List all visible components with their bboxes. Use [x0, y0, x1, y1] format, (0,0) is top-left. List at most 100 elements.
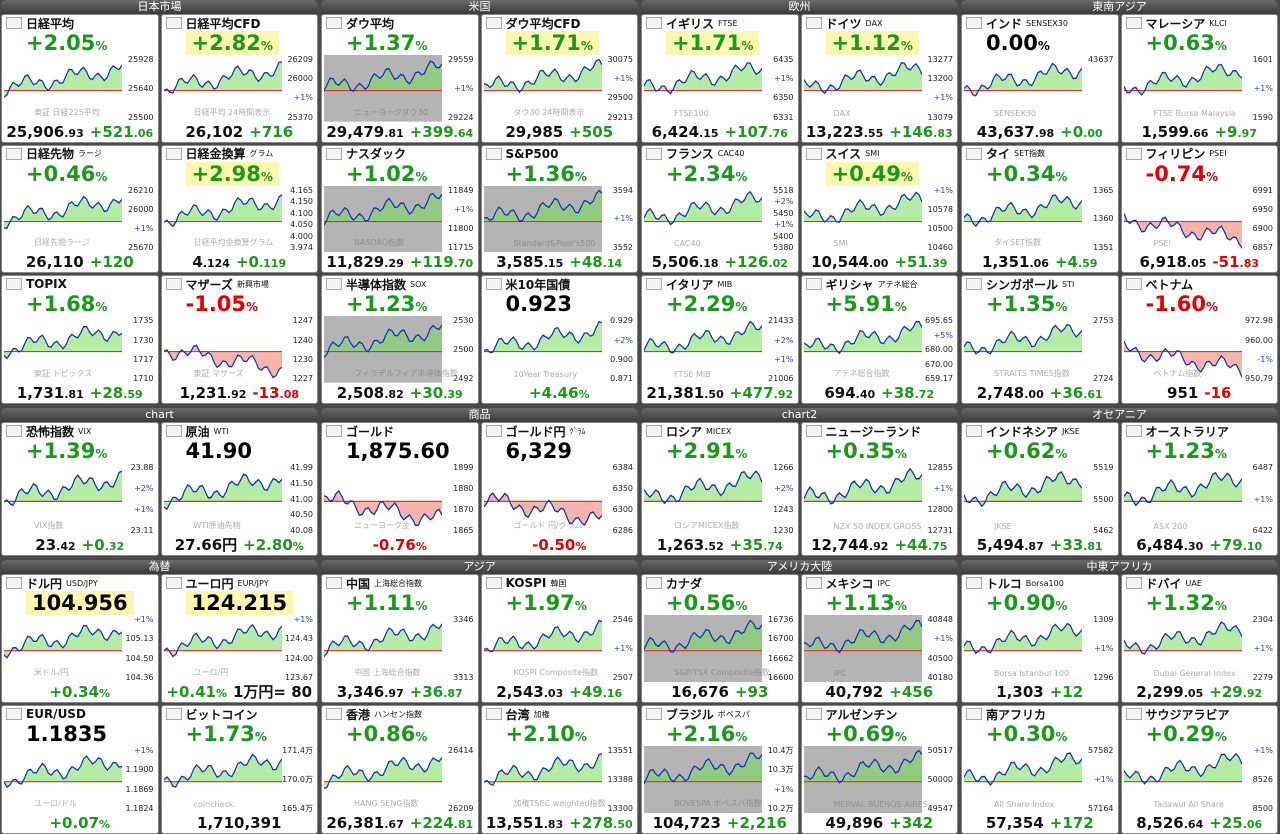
- change-value: +477.92: [729, 384, 794, 402]
- chart-watermark: ユーロ/ドル: [34, 799, 77, 808]
- axis-label: 12731: [927, 526, 953, 535]
- market-tile[interactable]: KOSPI 韓国 +1.97% 2546 +1% 2507 KOSPI Composite指…: [480, 574, 638, 703]
- market-tile[interactable]: サウジアラビア +0.29% +1% 8526 8500 Tadawul All Shar…: [1120, 705, 1278, 834]
- axis-label: 29500: [607, 93, 633, 103]
- axis-label: 16700: [768, 634, 794, 644]
- flag-icon: [485, 278, 502, 291]
- market-tile[interactable]: ロシア MICEX +2.91% 1266 +2% 1243 1230 ロシアMICEX指数 1…: [641, 422, 799, 556]
- market-tile[interactable]: ドル円 USD/JPY 104.956 +1% 105.13 104.50 104.36 米ド…: [1, 574, 159, 703]
- headline-value: +1.32%: [1145, 591, 1227, 615]
- market-tile[interactable]: アルゼンチン +0.69% 50517 50000 49547 MERVAL BUENOS…: [800, 705, 958, 834]
- sparkline-line: [324, 756, 442, 790]
- market-name: ギリシャ: [825, 277, 874, 292]
- market-tile[interactable]: ビットコイン +1.73% 171.4万 170.0万 165.4万 coincheck 1…: [160, 705, 318, 834]
- market-tile[interactable]: ベトナム -1.60% 972.98 960.00 -1% 950.79 ベトナム指数 951…: [1120, 275, 1278, 404]
- axis-label: 104.36: [125, 672, 154, 682]
- axis-label: 26209: [448, 804, 474, 813]
- chart-watermark: ニューヨーク金: [354, 521, 410, 530]
- market-tile[interactable]: インド SENSEX30 0.00% 43637 SENSEX30 43,637.98 +0…: [961, 14, 1119, 143]
- market-tile[interactable]: 半導体指数 SOX +1.23% 2530 2500 2492 フィラデルフィア半導体指数 2…: [321, 275, 479, 404]
- market-tile[interactable]: 香港 ハンセン指数 +0.86% 26414 26209 HANG SENG指数 26,38…: [321, 705, 479, 834]
- market-tile[interactable]: TOPIX +1.68% 1735 1730 1717 1710 東証 トピックス 1,731…: [1, 275, 159, 404]
- market-tile[interactable]: 原油 WTI 41.90 41.99 41.50 41.00 40.50 40.08 WTI原油…: [160, 422, 318, 556]
- change-value: +146.83: [889, 122, 953, 141]
- market-tile[interactable]: ダウ平均 +1.37% 29559 +1% 29224 ニューヨークダウ30 29,479.…: [321, 14, 479, 143]
- axis-labels: 29559 +1% 29224: [448, 55, 473, 122]
- sparkline-area-fill: [324, 490, 442, 526]
- market-name: イギリス: [666, 16, 715, 31]
- axis-label: +5%: [933, 330, 953, 340]
- sparkline-area: 13551 13388 13300 加権TSEC weighted指数: [483, 746, 636, 813]
- market-tile[interactable]: ユーロ円 EUR/JPY 124.215 +1% 124.43 124.00 123.67 ユ…: [160, 574, 318, 703]
- price-value: 10,544.00: [811, 253, 889, 272]
- price-value: 26,381.67: [326, 814, 404, 832]
- market-tile[interactable]: ゴールド 1,875.60 1899 1880 1870 1865 ニューヨーク金 -0.76…: [321, 422, 479, 556]
- market-tile[interactable]: ブラジル ボベスパ +2.16% 10.4万 10.3万 +1% 10.2万 BOVESPA …: [641, 705, 799, 834]
- headline-value: 0.923: [505, 292, 572, 317]
- market-tile[interactable]: イギリス FTSE +1.71% 6435 +1% 6350 6331 FTSE100 6,42…: [641, 14, 799, 143]
- market-tile[interactable]: 中国 上海総合指数 +1.11% 3346 3313 中国 上海総合指数 3,346.97 +…: [321, 574, 479, 703]
- headline-value: +0.49%: [825, 161, 919, 186]
- sparkline-area-fill: [483, 321, 602, 353]
- headline-value-row: -0.74%: [1122, 162, 1278, 186]
- headline-value-row: +2.05%: [2, 31, 158, 55]
- market-tile[interactable]: インドネシア JKSE +0.62% 5519 5500 5462 JKSE 5,494.87…: [961, 422, 1119, 556]
- axis-label: 1870: [453, 505, 474, 514]
- market-tile[interactable]: S&P500 +1.36% 3594 +1% 3552 Standard&Poor's50…: [480, 144, 638, 274]
- market-tile[interactable]: タイ SET指数 +0.34% 1365 1360 1351 タイSET指数 1,351.06…: [961, 144, 1119, 274]
- market-tile[interactable]: フィリピン PSEI -0.74% 6991 6950 6900 6857 PSEI 6,918…: [1120, 144, 1278, 274]
- market-tile[interactable]: EUR/USD 1.1835 +1% 1.1900 1.1869 1.1824 ユーロ/ドル…: [1, 705, 159, 834]
- market-name: 中国: [346, 576, 371, 591]
- market-tile[interactable]: マレーシア KLCI +0.63% 1601 +1% 1590 FTSE Bursa Mal…: [1120, 14, 1278, 143]
- market-tile[interactable]: フランス CAC40 +2.34% 5518 +2% 5450 +1% 5400 5380 CAC…: [641, 144, 799, 274]
- market-tile[interactable]: 日経先物 ラージ +0.46% 26210 26000 +1% 25670 日経先物ラージ 26…: [1, 144, 159, 274]
- market-tile[interactable]: 南アフリカ +0.30% 57582 +1% 57164 All Share Index 5…: [961, 705, 1119, 834]
- axis-label: 171.4万: [282, 746, 313, 755]
- market-tile[interactable]: カナダ +0.56% 16736 16700 16662 16600 S&P/TSX Com…: [641, 574, 799, 703]
- market-name: メキシコ: [825, 576, 874, 591]
- headline-value-row: +2.91%: [642, 439, 798, 463]
- change-value: +399.64: [409, 122, 474, 141]
- market-code: ハンセン指数: [374, 709, 423, 719]
- market-tile[interactable]: ドバイ UAE +1.32% 2304 +1% 2279 Dubai General Ind…: [1120, 574, 1278, 703]
- sparkline-area: 26414 26209 HANG SENG指数: [324, 746, 476, 813]
- flag-icon: [326, 577, 342, 589]
- axis-label: +1%: [134, 615, 154, 624]
- market-tile[interactable]: ダウ平均CFD +1.71% 30075 +1% 29500 29213 ダウ30 24時間…: [480, 14, 638, 143]
- headline-value-row: +1.73%: [162, 722, 318, 746]
- market-tile[interactable]: シンガポール STI +1.35% 2753 2724 STRAITS TIMES指数 2,…: [961, 275, 1119, 404]
- price-value: 4.124: [192, 253, 230, 272]
- market-tile[interactable]: トルコ Borsa100 +0.90% 1309 +1% 1296 Borsa Istanb…: [961, 574, 1119, 703]
- market-tile[interactable]: 日経平均CFD +2.82% 26209 26000 +1% 25370 日経平均 24時間…: [160, 14, 318, 143]
- market-tile[interactable]: スイス SMI +0.49% +1% 10578 10500 10460 SMI 10,544.…: [800, 144, 958, 274]
- market-tile[interactable]: ギリシャ アテネ総合 +5.91% 695.65 +5% 680.00 670.00 659.…: [800, 275, 958, 404]
- flag-icon: [1125, 425, 1142, 437]
- axis-label: +2%: [613, 335, 633, 345]
- market-tile[interactable]: 恐怖指数 VIX +1.39% 23.88 +2% +1% 23.11 VIX指数 23.42 +…: [1, 422, 159, 556]
- market-tile[interactable]: メキシコ IPC +1.13% 40848 +1% 40500 40180 IPC 40,792…: [800, 574, 958, 703]
- tile-head: ナスダック: [322, 146, 478, 162]
- market-tile[interactable]: 日経金換算 グラム +2.98% 4.165 4.150 4.100 4.050 4.000 3…: [160, 144, 318, 274]
- tile-head: シンガポール STI: [962, 276, 1118, 292]
- market-tile[interactable]: ナスダック +1.02% 11849 +1% 11800 11715 NASDAQ指数 11,…: [321, 144, 479, 274]
- market-tile[interactable]: 米10年国債 0.923 0.929 +2% 0.900 0.871 10Year Trea…: [480, 275, 638, 404]
- headline-value: +1.39%: [26, 439, 108, 463]
- sparkline-area-fill: [483, 620, 602, 652]
- market-tile[interactable]: ゴールド円 ｸﾞﾗﾑ 6,329 6384 6350 6300 6286 ゴールド 円/グラム…: [480, 422, 638, 556]
- market-tile[interactable]: 台湾 加権 +2.10% 13551 13388 13300 加権TSEC weighted…: [480, 705, 638, 834]
- sparkline-line: [964, 470, 1082, 508]
- market-tile[interactable]: イタリア MIB +2.29% 21433 +2% +1% 21006 FTSE MIB 21,…: [641, 275, 799, 404]
- market-name: オーストラリア: [1145, 424, 1229, 439]
- market-tile[interactable]: ドイツ DAX +1.12% 13277 13200 +1% 13079 DAX 13,223.…: [800, 14, 958, 143]
- market-tile[interactable]: 日経平均 +2.05% 25928 25640 25500 東証 日経225平均 25,90…: [1, 14, 159, 143]
- market-tile[interactable]: マザーズ 新興市場 -1.05% 1247 1240 1230 1227 東証 マザーズ 1,2…: [160, 275, 318, 404]
- market-tile[interactable]: ニュージーランド +0.35% 12855 +1% 12800 12731 NZX 50 I…: [800, 422, 958, 556]
- sparkline-line: [483, 58, 602, 94]
- headline-value: +1.37%: [346, 31, 428, 55]
- sparkline: [324, 623, 442, 658]
- price-value: 26,102: [185, 122, 244, 141]
- sparkline: [163, 753, 282, 788]
- tile-bottom: 1,231.92 -13.08: [162, 383, 318, 403]
- market-tile[interactable]: オーストラリア +1.23% 6487 +1% 6422 ASX 200 6,484.30 +…: [1120, 422, 1278, 556]
- market-name: ビットコイン: [185, 707, 258, 722]
